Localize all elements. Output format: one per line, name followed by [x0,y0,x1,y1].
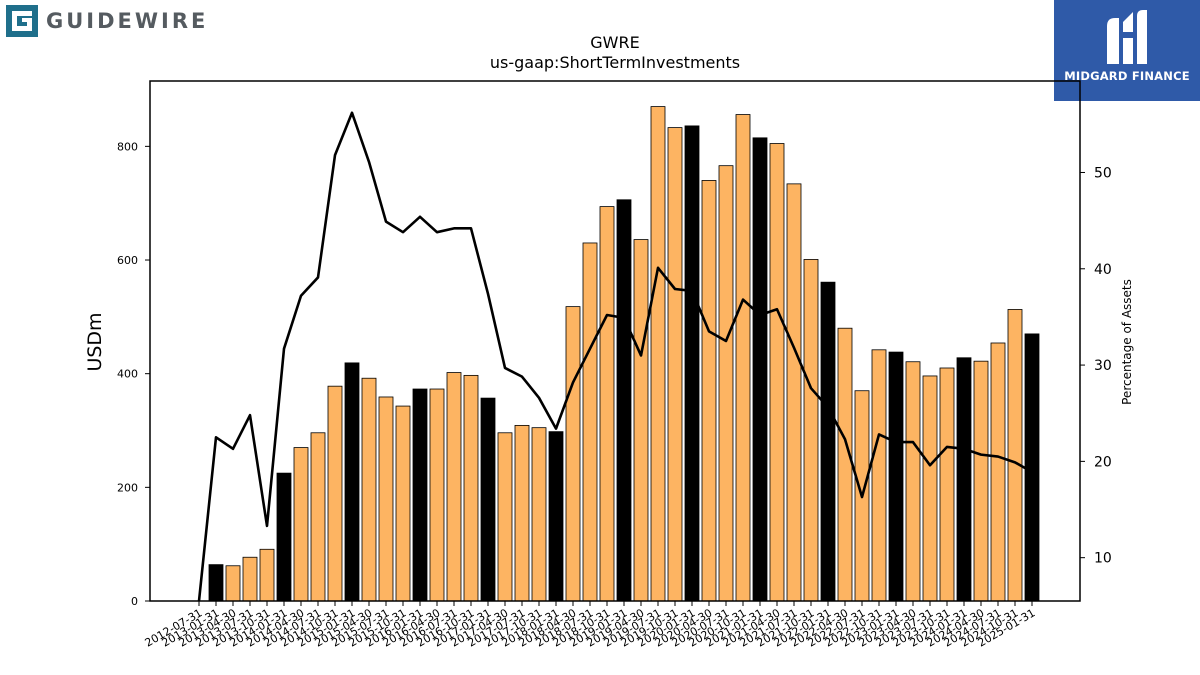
bar-2023-01-31 [888,351,904,602]
chart-title: GWRE [590,33,639,52]
bar-2023-10-31 [939,367,955,602]
bar-2020-07-31 [718,165,734,602]
bar-2016-07-31 [446,372,462,602]
bar-2018-10-31 [599,206,615,602]
bar-2018-07-31 [582,242,598,602]
y2-tick-label: 30 [1094,358,1112,374]
y-tick-label: 600 [117,254,138,267]
bar-2019-04-30 [633,239,649,602]
bar-2018-04-30 [565,306,581,602]
y2-tick-label: 10 [1094,551,1112,567]
guidewire-logo-text: GUIDEWIRE [46,9,209,33]
y2-tick-label: 20 [1094,454,1112,470]
bar-2016-10-31 [463,374,479,602]
bar-2016-01-31 [412,388,428,602]
bar-2021-01-31 [752,137,768,602]
bar-2014-07-31 [310,432,326,602]
bar-2020-04-30 [701,180,717,602]
bar-2015-10-31 [395,405,411,602]
y-tick-label: 0 [131,595,138,608]
y-tick-label: 400 [117,368,138,381]
bar-2018-01-31 [548,431,564,602]
bar-2023-04-30 [905,361,921,602]
y2-axis-label: Percentage of Assets [1120,279,1134,405]
bar-2017-04-30 [497,432,513,602]
bar-2024-07-31 [990,342,1006,602]
y2-tick-label: 40 [1094,262,1112,278]
bar-2023-07-31 [922,375,938,602]
bar-2015-01-31 [344,362,360,602]
guidewire-logo: GUIDEWIRE [6,4,208,38]
bar-2025-01-31 [1024,333,1040,602]
guidewire-logo-icon [6,5,38,37]
bar-2021-07-31 [786,183,802,602]
chart-subtitle: us-gaap:ShortTermInvestments [490,53,740,72]
bar-2017-10-31 [531,427,547,602]
percentage-line [197,111,1033,602]
y-tick-label: 200 [117,481,138,494]
bar-2022-01-31 [820,281,836,602]
bar-2014-04-30 [293,447,309,602]
bar-2013-04-30 [225,565,241,602]
bar-2016-04-30 [429,388,445,602]
bar-2013-01-31 [208,564,224,602]
bar-2019-01-31 [616,199,632,602]
bar-2014-01-31 [276,472,292,602]
bar-2024-01-31 [956,357,972,602]
bar-2024-10-31 [1007,309,1023,602]
midgard-logo-text: MIDGARD FINANCE [1064,69,1190,83]
plot-frame [149,80,1081,602]
bar-2020-10-31 [735,114,751,602]
bar-2015-04-30 [361,377,377,602]
bar-2013-07-31 [242,556,258,602]
bar-2020-01-31 [684,125,700,602]
midgard-logo-icon [1107,10,1147,64]
midgard-finance-badge: MIDGARD FINANCE [1054,0,1200,101]
bar-2019-07-31 [650,106,666,602]
bar-2019-10-31 [667,127,683,602]
bar-2013-10-31 [259,548,275,602]
y-axis-label: USDm [84,312,106,371]
bar-2021-04-30 [769,143,785,602]
bar-2022-04-30 [837,327,853,602]
y2-tick-label: 50 [1094,165,1112,181]
bar-2014-10-31 [327,385,343,602]
bar-2024-04-30 [973,360,989,602]
bar-2017-01-31 [480,397,496,602]
y-tick-label: 800 [117,140,138,153]
bar-2017-07-31 [514,424,530,602]
bar-2022-10-31 [871,349,887,602]
bar-2015-07-31 [378,396,394,602]
bar-2021-10-31 [803,259,819,602]
